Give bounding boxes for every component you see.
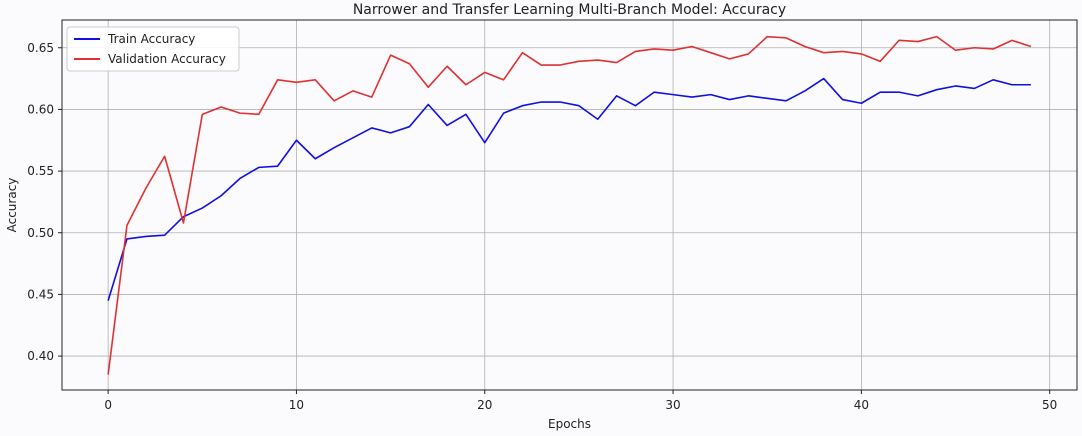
- series-layer: [107, 35, 1032, 375]
- plot-frame: [61, 19, 1078, 391]
- legend-box: [66, 26, 240, 72]
- legend-label-train: Train Accuracy: [107, 32, 195, 46]
- y-tick-label: 0.55: [27, 164, 54, 178]
- validation-accuracy-line: [107, 35, 1032, 375]
- x-tick-label: 40: [854, 398, 869, 412]
- y-tick-label: 0.65: [27, 41, 54, 55]
- x-tick-label: 30: [665, 398, 680, 412]
- y-axis-ticks: 0.40 0.45 0.50 0.55 0.60 0.65: [27, 41, 62, 363]
- y-tick-label: 0.60: [27, 102, 54, 116]
- x-tick-label: 50: [1042, 398, 1057, 412]
- train-accuracy-line: [107, 77, 1031, 301]
- x-axis-ticks: 0 10 20 30 40 50: [104, 390, 1057, 412]
- y-tick-label: 0.40: [27, 349, 54, 363]
- legend-label-validation: Validation Accuracy: [108, 52, 226, 66]
- x-tick-label: 20: [477, 398, 492, 412]
- x-tick-label: 0: [104, 398, 112, 412]
- legend: Train Accuracy Validation Accuracy: [66, 26, 240, 72]
- x-axis-label: Epochs: [548, 417, 591, 431]
- x-tick-label: 10: [289, 398, 304, 412]
- y-axis-label: Accuracy: [5, 178, 19, 233]
- y-tick-label: 0.45: [27, 287, 54, 301]
- y-tick-label: 0.50: [27, 226, 54, 240]
- chart-title: Narrower and Transfer Learning Multi-Bra…: [353, 2, 786, 18]
